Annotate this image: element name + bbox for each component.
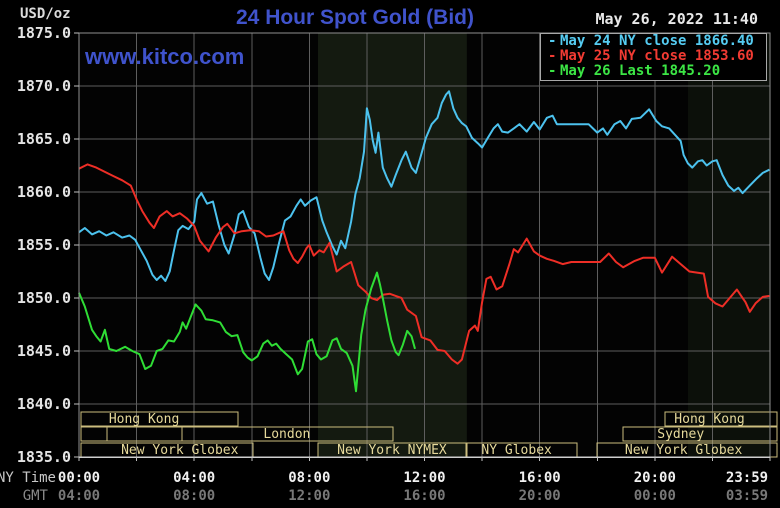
y-tick-label: 1855.0: [17, 236, 71, 254]
session-label: NY Globex: [481, 443, 552, 458]
x-tick-label-gmt: 03:59: [726, 488, 768, 504]
legend: - May 24 NY close 1866.40 - May 25 NY clos…: [540, 33, 767, 81]
session-label: London: [263, 427, 310, 442]
session-label: New York Globex: [625, 443, 743, 458]
y-tick-label: 1840.0: [17, 395, 71, 413]
session-label: Hong Kong: [674, 412, 744, 427]
x-tick-label-ny: 00:00: [58, 470, 100, 486]
series-line-may-24: [78, 90, 770, 282]
legend-label: May 24 NY close 1866.40: [560, 33, 754, 49]
y-tick-label: 1860.0: [17, 183, 71, 201]
x-tick-label-ny: 08:00: [288, 470, 330, 486]
y-axis-units-label: USD/oz: [20, 6, 71, 22]
series-line-may-25: [78, 163, 770, 365]
y-tick-label: 1835.0: [17, 448, 71, 466]
y-tick-label: 1850.0: [17, 289, 71, 307]
x-tick-label-gmt: 08:00: [173, 488, 215, 504]
x-tick-label-ny: 12:00: [403, 470, 445, 486]
x-tick-label-ny: 04:00: [173, 470, 215, 486]
y-tick-label: 1870.0: [17, 77, 71, 95]
axis-ticks: [74, 32, 771, 461]
session-label: Hong Kong: [109, 412, 179, 427]
price-series: [78, 90, 770, 393]
x-axis-secondary-label: GMT: [23, 488, 49, 504]
y-tick-label: 1865.0: [17, 130, 71, 148]
x-tick-label-gmt: 12:00: [288, 488, 330, 504]
legend-row-0: - May 24 NY close 1866.40: [548, 34, 766, 49]
chart-datetime: May 26, 2022 11:40: [595, 10, 758, 28]
legend-dash-icon: -: [548, 63, 557, 79]
session-label: Sydney: [657, 427, 704, 442]
legend-dash-icon: -: [548, 48, 557, 64]
x-axis-primary-label: NY Time: [0, 470, 56, 486]
session-box: [181, 426, 394, 442]
x-tick-label-ny: 16:00: [519, 470, 561, 486]
session-label: New York NYMEX: [337, 443, 447, 458]
legend-label: May 25 NY close 1853.60: [560, 48, 754, 64]
legend-row-2: - May 26 Last 1845.20: [548, 64, 766, 79]
x-tick-label-ny: 20:00: [634, 470, 676, 486]
session-box: [622, 426, 778, 442]
session-box: [80, 411, 239, 427]
x-tick-label-gmt: 04:00: [58, 488, 100, 504]
y-tick-label: 1875.0: [17, 24, 71, 42]
session-box: [664, 411, 778, 427]
x-tick-label-gmt: 20:00: [519, 488, 561, 504]
x-tick-label-gmt: 00:00: [634, 488, 676, 504]
legend-label: May 26 Last 1845.20: [560, 63, 721, 79]
x-tick-label-gmt: 16:00: [403, 488, 445, 504]
x-tick-label-ny: 23:59: [726, 470, 768, 486]
page-title: 24 Hour Spot Gold (Bid): [236, 6, 474, 29]
y-tick-label: 1845.0: [17, 342, 71, 360]
kitco-watermark: www.kitco.com: [85, 44, 245, 69]
legend-dash-icon: -: [548, 33, 557, 49]
session-label: New York Globex: [121, 443, 239, 458]
legend-row-1: - May 25 NY close 1853.60: [548, 49, 766, 64]
series-line-may-26: [78, 271, 416, 393]
